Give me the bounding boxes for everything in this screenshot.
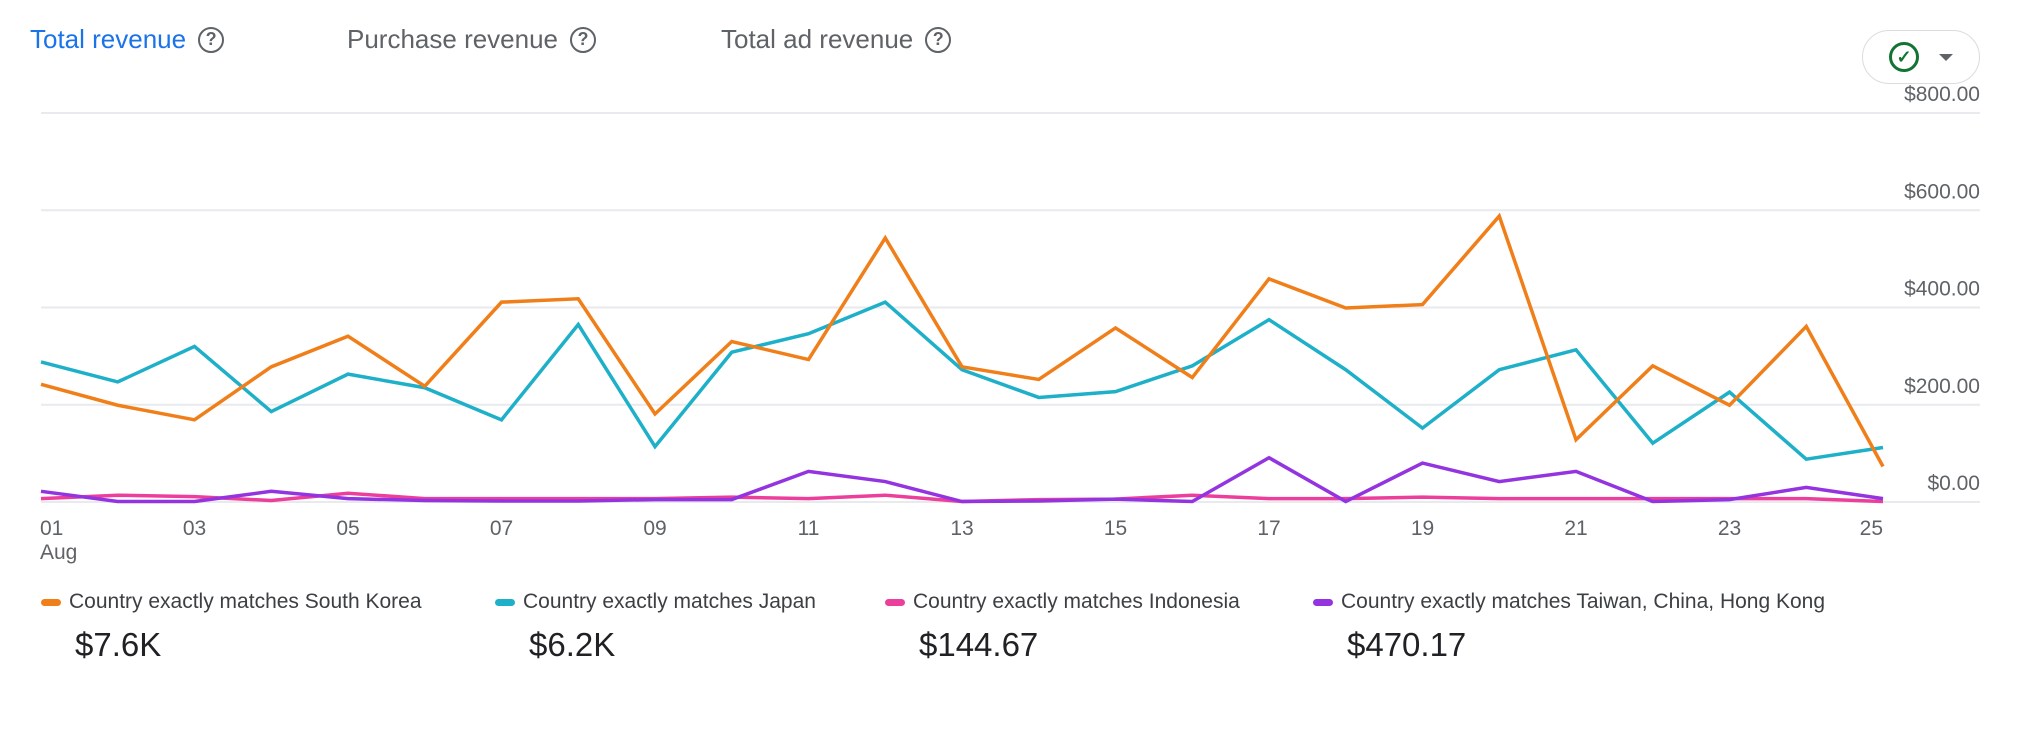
x-tick-label: 07: [490, 517, 513, 540]
tab-total-revenue[interactable]: Total revenue ?: [30, 24, 225, 55]
series-line-3: [40, 455, 1884, 504]
series-line-0: [40, 212, 1885, 468]
x-tick-label: 21: [1564, 517, 1587, 540]
legend-swatch: [1313, 598, 1333, 606]
x-tick-label: 19: [1411, 517, 1434, 540]
series-total: $7.6K: [75, 626, 162, 663]
y-tick-label: $600.00: [1904, 180, 1980, 203]
help-icon[interactable]: ?: [925, 26, 952, 53]
x-tick-label: 09: [643, 517, 666, 540]
x-tick-label: 13: [950, 517, 973, 540]
legend-label: Country exactly matches South Korea: [69, 590, 422, 613]
x-tick-label: 17: [1257, 517, 1280, 540]
x-sublabel: Aug: [40, 541, 77, 564]
y-tick-label: $0.00: [1927, 472, 1980, 495]
legend-item[interactable]: Country exactly matches South Korea: [41, 590, 422, 614]
legend-swatch: [885, 598, 905, 606]
series-total: $470.17: [1347, 626, 1467, 663]
legend-item[interactable]: Country exactly matches Indonesia: [885, 590, 1240, 614]
legend-swatch: [495, 598, 515, 606]
tab-label: Purchase revenue: [347, 24, 559, 54]
series-total: $6.2K: [529, 626, 616, 663]
x-tick-label: 23: [1718, 517, 1741, 540]
x-tick-label: 11: [798, 517, 820, 540]
x-tick-label: 05: [336, 517, 359, 540]
help-icon[interactable]: ?: [570, 26, 597, 53]
check-circle-icon: ✓: [1889, 42, 1919, 72]
x-tick-label: 01: [40, 517, 63, 540]
y-tick-label: $800.00: [1904, 83, 1980, 106]
legend-item[interactable]: Country exactly matches Japan: [495, 590, 816, 614]
series-line-1: [40, 300, 1884, 462]
x-tick-label: 25: [1860, 517, 1883, 540]
legend-label: Country exactly matches Indonesia: [913, 590, 1240, 613]
y-tick-label: $400.00: [1904, 278, 1980, 301]
series-selector-button[interactable]: ✓: [1862, 30, 1980, 84]
tab-label: Total ad revenue: [721, 24, 914, 54]
tab-total-ad-revenue[interactable]: Total ad revenue ?: [721, 24, 952, 55]
tab-label: Total revenue: [30, 24, 187, 54]
tab-purchase-revenue[interactable]: Purchase revenue ?: [347, 24, 597, 55]
legend-label: Country exactly matches Taiwan, China, H…: [1341, 590, 1826, 613]
legend-swatch: [41, 598, 61, 606]
y-tick-label: $200.00: [1904, 375, 1980, 398]
series-total: $144.67: [919, 626, 1039, 663]
chevron-down-icon: [1939, 53, 1953, 61]
legend-item[interactable]: Country exactly matches Taiwan, China, H…: [1313, 590, 1825, 614]
help-icon[interactable]: ?: [198, 26, 225, 53]
x-tick-label: 15: [1104, 517, 1127, 540]
legend-label: Country exactly matches Japan: [523, 590, 816, 613]
x-tick-label: 03: [183, 517, 206, 540]
